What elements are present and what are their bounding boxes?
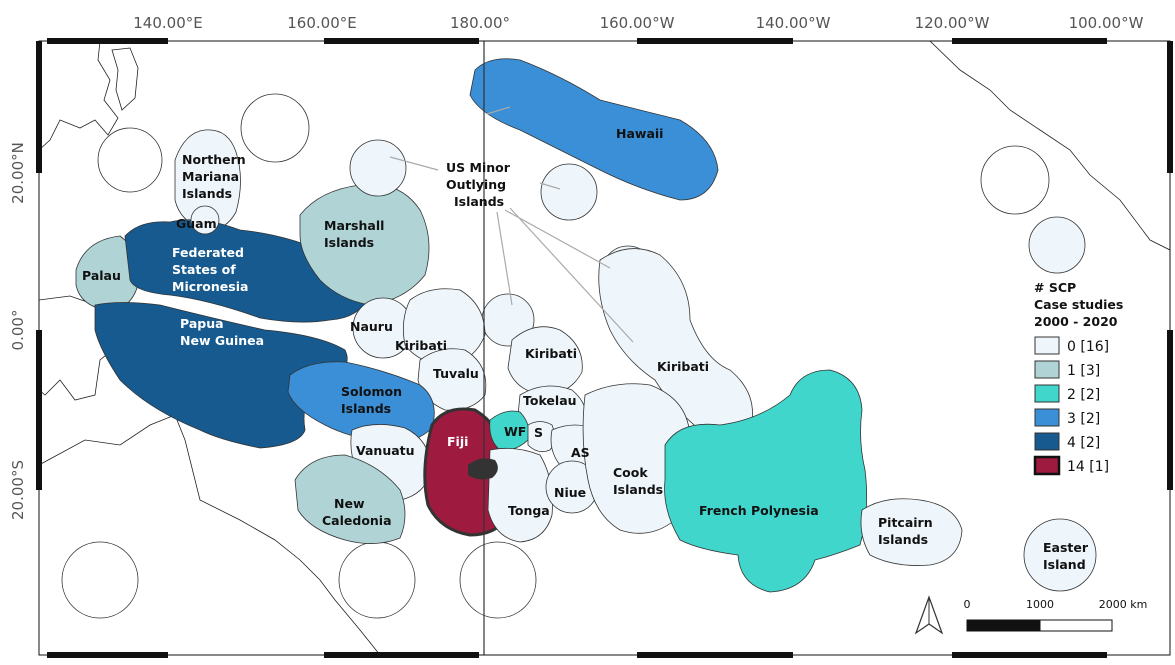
label-easter: Easter bbox=[1043, 540, 1089, 555]
label-png: Papua bbox=[180, 316, 224, 331]
legend-swatch bbox=[1034, 360, 1060, 379]
top-axis-label: 140.00°E bbox=[133, 14, 202, 32]
top-axis-label: 140.00°W bbox=[756, 14, 831, 32]
eez-us-minor-wake bbox=[349, 139, 407, 197]
label-us-minor: Islands bbox=[454, 194, 504, 209]
top-axis-label: 160.00°E bbox=[287, 14, 356, 32]
scale-segment-dark bbox=[966, 619, 1041, 632]
label-kiribati-east: Kiribati bbox=[657, 359, 709, 374]
label-vanuatu: Vanuatu bbox=[356, 443, 415, 458]
label-fsm: States of bbox=[172, 262, 236, 277]
label-hawaii: Hawaii bbox=[616, 126, 663, 141]
label-cook: Cook bbox=[613, 465, 648, 480]
scale-segment-light bbox=[1039, 619, 1113, 632]
label-pitcairn: Islands bbox=[878, 532, 928, 547]
label-fsm: Federated bbox=[172, 245, 244, 260]
label-solomon: Islands bbox=[341, 401, 391, 416]
legend: # SCP Case studies 2000 - 2020 0 [16] 1 … bbox=[1033, 280, 1123, 476]
scale-tick-label: 1000 bbox=[1026, 598, 1054, 611]
legend-swatch bbox=[1034, 408, 1060, 427]
label-fiji: Fiji bbox=[447, 434, 468, 449]
label-wf: WF bbox=[504, 424, 526, 439]
label-new-caledonia: Caledonia bbox=[322, 513, 392, 528]
legend-title: Case studies bbox=[1034, 297, 1123, 312]
top-axis-label: 180.00° bbox=[450, 14, 510, 32]
label-cook: Islands bbox=[613, 482, 663, 497]
eez-ring bbox=[1028, 216, 1086, 274]
label-marshall: Islands bbox=[324, 235, 374, 250]
left-axis-label: 20.00°S bbox=[9, 460, 27, 520]
label-palau: Palau bbox=[82, 268, 121, 283]
label-easter: Island bbox=[1043, 557, 1086, 572]
label-png: New Guinea bbox=[180, 333, 264, 348]
eez-new-caledonia bbox=[294, 454, 406, 544]
legend-swatch bbox=[1034, 336, 1060, 355]
label-tonga: Tonga bbox=[508, 503, 550, 518]
scale-tick-label: 2000 km bbox=[1099, 598, 1148, 611]
asia-coastline bbox=[39, 41, 119, 151]
legend-label: 4 [2] bbox=[1067, 435, 1100, 451]
label-niue: Niue bbox=[554, 485, 586, 500]
top-axis-label: 160.00°W bbox=[600, 14, 675, 32]
eez-ring bbox=[97, 127, 163, 193]
legend-title: 2000 - 2020 bbox=[1034, 314, 1118, 329]
label-fsm: Micronesia bbox=[172, 279, 248, 294]
legend-label: 0 [16] bbox=[1067, 339, 1109, 355]
left-axis-label: 20.00°N bbox=[9, 142, 27, 204]
us-minor-leader-lines bbox=[389, 106, 634, 343]
top-axis-label: 100.00°W bbox=[1069, 14, 1144, 32]
eez-kiribati-central bbox=[507, 326, 583, 396]
label-us-minor: Outlying bbox=[446, 177, 506, 192]
label-nauru: Nauru bbox=[350, 319, 393, 334]
map-body bbox=[39, 41, 1170, 655]
label-kiribati-central: Kiribati bbox=[525, 346, 577, 361]
top-axis-label: 120.00°W bbox=[915, 14, 990, 32]
americas-coastline bbox=[929, 41, 1170, 251]
eez-ring bbox=[61, 541, 139, 619]
legend-swatch bbox=[1034, 432, 1060, 451]
label-new-caledonia: New bbox=[334, 496, 365, 511]
eez-ring bbox=[338, 541, 416, 619]
eez-ring bbox=[980, 145, 1050, 215]
eez-pitcairn bbox=[860, 498, 963, 566]
eez-hawaii bbox=[469, 58, 719, 201]
label-tokelau: Tokelau bbox=[523, 393, 577, 408]
label-as: AS bbox=[571, 445, 590, 460]
eez-ring bbox=[240, 93, 310, 163]
label-samoa: S bbox=[534, 425, 543, 440]
legend-swatch bbox=[1033, 455, 1061, 476]
eez-guam bbox=[190, 205, 220, 235]
map-labels: Northern Mariana Islands Guam Palau Fede… bbox=[82, 126, 1089, 572]
frame-ticks bbox=[36, 38, 1173, 658]
label-solomon: Solomon bbox=[341, 384, 402, 399]
label-northern-mariana: Islands bbox=[182, 186, 232, 201]
legend-label: 1 [3] bbox=[1067, 363, 1100, 379]
left-axis-label: 0.00° bbox=[9, 310, 27, 351]
legend-label: 14 [1] bbox=[1067, 459, 1109, 475]
label-tuvalu: Tuvalu bbox=[433, 366, 479, 381]
eez-us-minor-johnston bbox=[540, 163, 598, 221]
label-kiribati-west: Kiribati bbox=[395, 338, 447, 353]
scale-bar: 0 1000 2000 km bbox=[964, 598, 1148, 632]
legend-label: 3 [2] bbox=[1067, 411, 1100, 427]
label-northern-mariana: Mariana bbox=[182, 169, 239, 184]
label-northern-mariana: Northern bbox=[182, 152, 246, 167]
label-pitcairn: Pitcairn bbox=[878, 515, 933, 530]
label-us-minor: US Minor bbox=[446, 160, 511, 175]
fiji-island-shape bbox=[468, 458, 498, 480]
legend-label: 2 [2] bbox=[1067, 387, 1100, 403]
eez-ring bbox=[459, 541, 537, 619]
scale-tick-label: 0 bbox=[964, 598, 971, 611]
eez-tonga bbox=[487, 447, 553, 543]
philippines-coastline bbox=[111, 47, 139, 111]
north-arrow-icon bbox=[914, 595, 944, 635]
eez-easter bbox=[1023, 518, 1097, 592]
label-marshall: Marshall bbox=[324, 218, 384, 233]
label-french-polynesia: French Polynesia bbox=[699, 503, 819, 518]
legend-title: # SCP bbox=[1034, 280, 1076, 295]
legend-swatch bbox=[1034, 384, 1060, 403]
label-guam: Guam bbox=[176, 216, 217, 231]
